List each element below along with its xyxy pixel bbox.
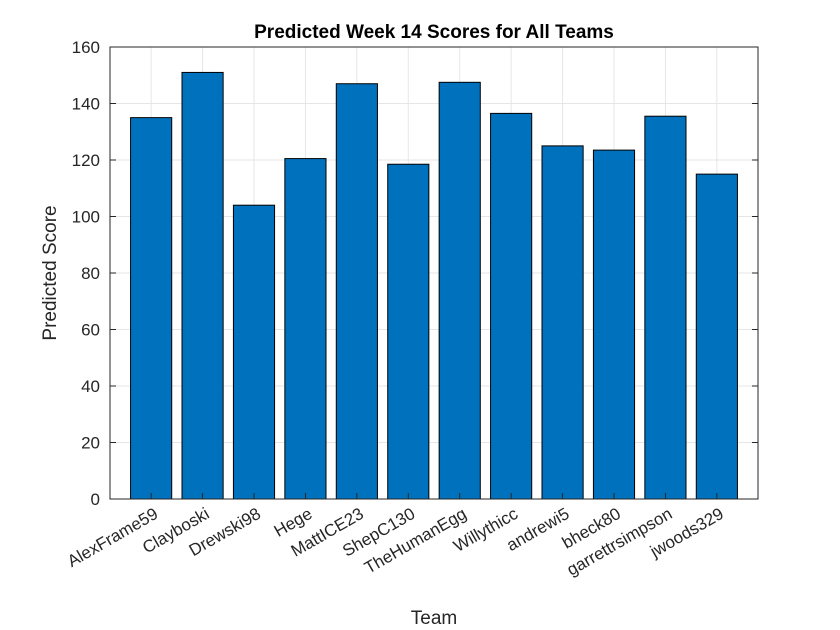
- bar-Clayboski: [181, 71, 224, 500]
- bar-andrewi5: [541, 145, 584, 500]
- y-tick-label: 40: [81, 377, 100, 396]
- bar-Drewski98: [232, 204, 276, 500]
- bars: [130, 71, 738, 500]
- bar-garrettrsimpson: [644, 115, 687, 500]
- y-axis-label: Predicted Score: [40, 205, 61, 340]
- bar-Willythicc: [490, 112, 533, 500]
- y-tick-label: 0: [91, 490, 100, 509]
- bar-MattICE23: [335, 83, 378, 500]
- bar-Hege: [284, 158, 327, 500]
- bar-AlexFrame59: [130, 117, 173, 500]
- bar-TheHumanEgg: [438, 81, 481, 500]
- chart-title: Predicted Week 14 Scores for All Teams: [254, 22, 614, 43]
- x-axis-label: Team: [411, 608, 457, 629]
- y-tick-label: 140: [72, 95, 100, 114]
- y-tick-label: 120: [72, 151, 100, 170]
- y-axis-ticks: 0 20 40 60 80 100 120 140 160: [72, 38, 758, 509]
- bar-ShepC130: [387, 163, 430, 500]
- y-tick-label: 100: [72, 208, 100, 227]
- bar-bheck80: [592, 149, 636, 500]
- bar-jwoods329: [695, 173, 738, 500]
- y-tick-label: 60: [81, 321, 100, 340]
- y-tick-label: 160: [72, 38, 100, 57]
- y-tick-label: 80: [81, 264, 100, 283]
- y-tick-label: 20: [81, 434, 100, 453]
